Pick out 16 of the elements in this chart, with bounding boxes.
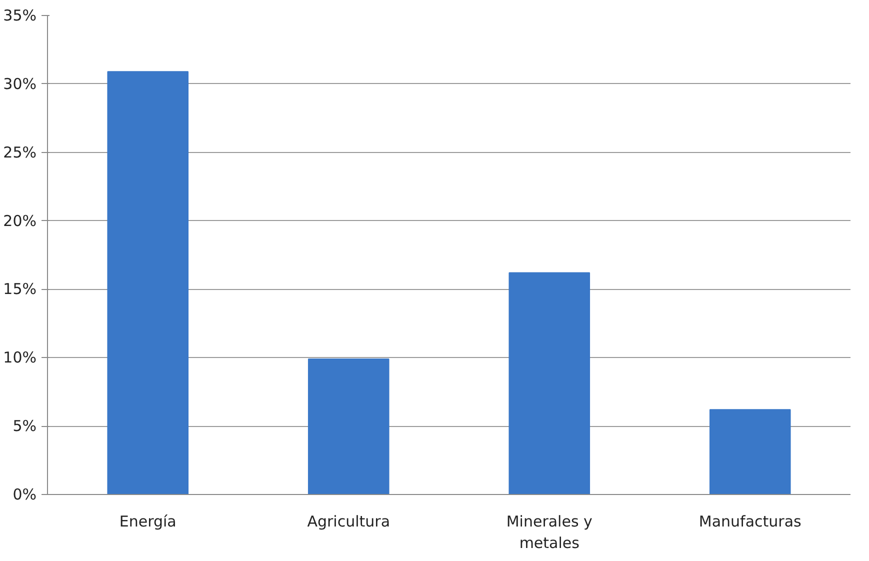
x-tick-label: Energía [119,512,176,530]
y-tick-label: 15% [3,280,37,298]
bar [709,409,791,494]
x-tick-label: Agricultura [307,512,390,530]
y-tick-label: 30% [3,74,37,93]
y-tick-label: 5% [12,417,36,436]
y-tick-label: 10% [3,348,37,367]
y-tick-label: 25% [3,143,37,162]
bar [508,272,590,494]
y-tick-label: 0% [12,486,36,504]
x-tick-label: Manufacturas [698,512,802,530]
x-tick-label: Minerales y metales [506,512,593,552]
y-tick-label: 20% [3,212,37,230]
bar [107,71,189,494]
bar [308,358,390,494]
y-tick-label: 35% [3,6,37,24]
